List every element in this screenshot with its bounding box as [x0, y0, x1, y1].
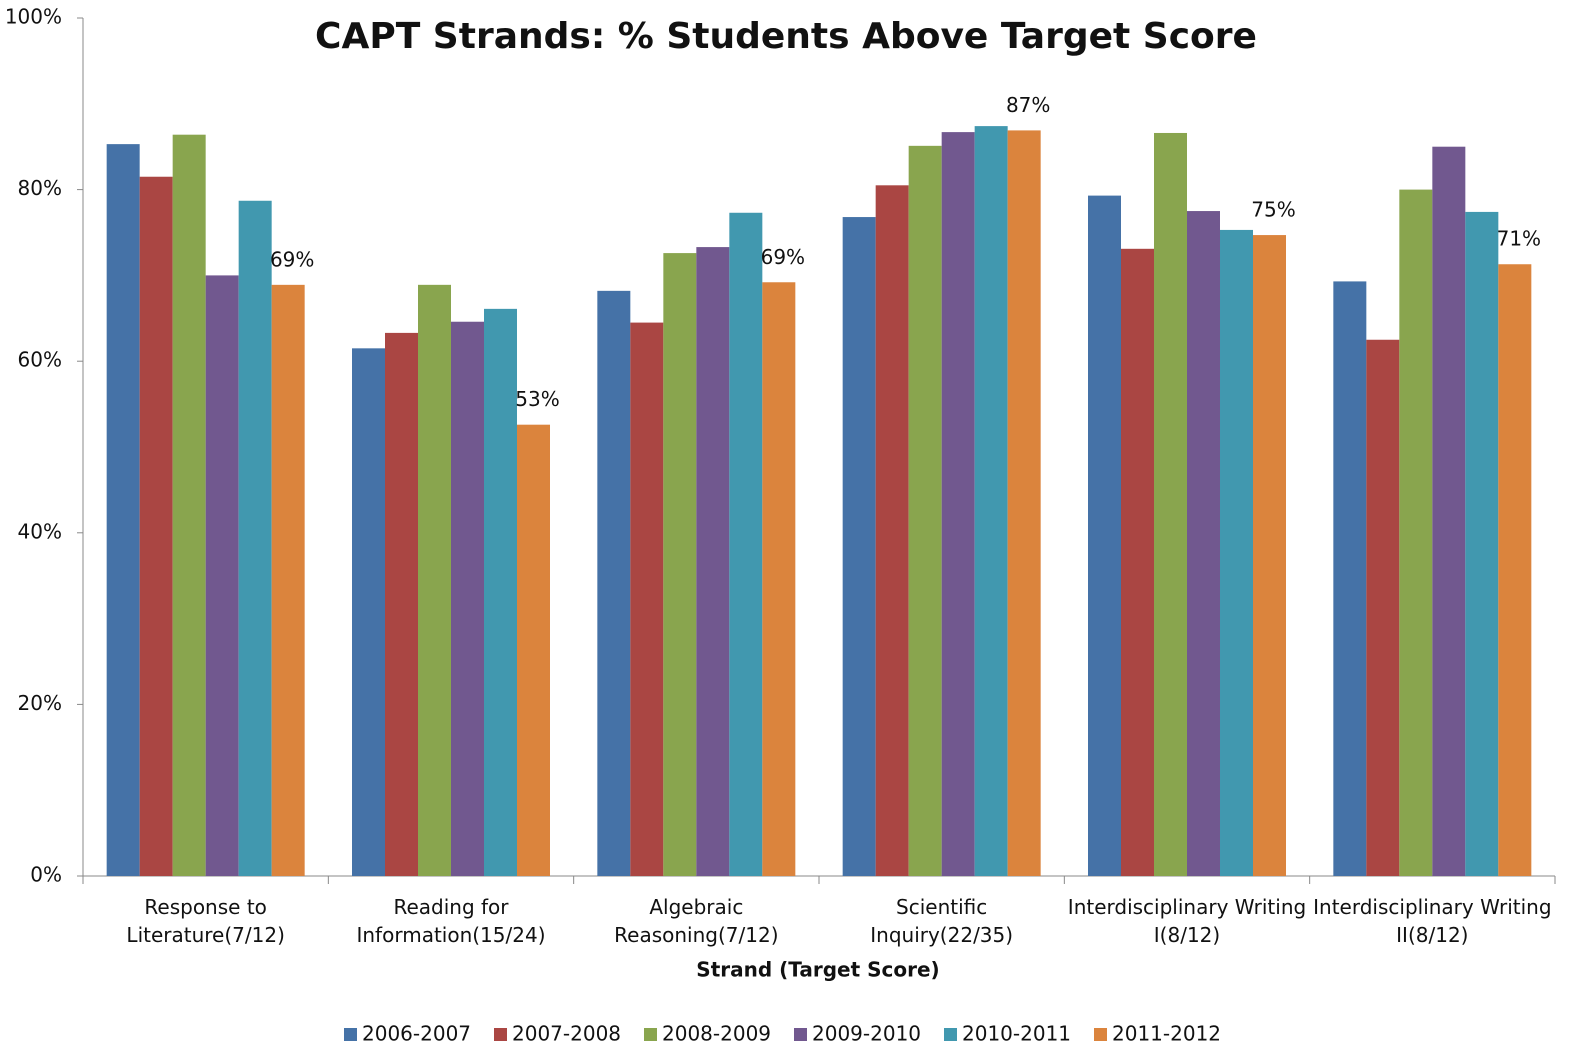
data-label: 71%: [1497, 227, 1541, 251]
legend-label: 2009-2010: [812, 1022, 921, 1046]
x-tick-label: Reading for Information(15/24): [356, 895, 546, 947]
bar: [205, 275, 239, 876]
bar: [1253, 235, 1286, 877]
data-label: 69%: [270, 247, 314, 271]
data-label: 53%: [515, 387, 559, 411]
legend-swatch: [794, 1028, 807, 1041]
bar: [1154, 132, 1187, 877]
legend-label: 2006-2007: [362, 1022, 471, 1046]
bar: [139, 176, 173, 877]
bar: [484, 308, 517, 876]
legend-swatch: [1094, 1028, 1107, 1041]
bar: [941, 132, 975, 876]
bar: [974, 126, 1008, 876]
legend-swatch: [344, 1028, 357, 1041]
x-tick-label: Scientific Inquiry(22/35): [870, 895, 1014, 947]
bar: [1333, 281, 1367, 876]
legend-swatch: [644, 1028, 657, 1041]
legend-label: 2007-2008: [512, 1022, 621, 1046]
bar: [517, 424, 550, 876]
bar: [1007, 130, 1041, 876]
data-label: 87%: [1006, 93, 1050, 117]
chart-title: CAPT Strands: % Students Above Target Sc…: [315, 16, 1257, 57]
bar: [1432, 146, 1466, 876]
bar: [385, 332, 418, 876]
y-tick-label: 60%: [18, 348, 62, 372]
bar: [696, 247, 730, 876]
legend-label: 2011-2012: [1112, 1022, 1221, 1046]
bar: [630, 322, 664, 877]
data-label: 75%: [1251, 198, 1295, 222]
bar: [908, 145, 942, 877]
bar: [451, 321, 484, 876]
bar: [1088, 195, 1121, 876]
x-tick-label: Interdisciplinary Writing II(8/12): [1313, 895, 1552, 947]
bar: [663, 253, 697, 877]
bar: [1366, 339, 1400, 876]
y-tick-label: 100%: [5, 5, 62, 29]
bar: [172, 134, 206, 877]
bar: [106, 144, 140, 877]
legend-label: 2008-2009: [662, 1022, 771, 1046]
y-tick-label: 80%: [18, 176, 62, 200]
legend-swatch: [944, 1028, 957, 1041]
bar: [1498, 264, 1532, 877]
bar: [875, 185, 909, 876]
bar: [238, 200, 272, 876]
bar: [1187, 211, 1220, 877]
bar: [1121, 248, 1154, 876]
x-tick-label: Algebraic Reasoning(7/12): [614, 895, 779, 947]
data-label: 69%: [761, 245, 805, 269]
bar: [352, 348, 385, 877]
bar: [418, 284, 451, 876]
bar: [729, 212, 763, 877]
y-tick-label: 0%: [30, 863, 62, 887]
bar: [842, 217, 876, 876]
x-tick-label: Interdisciplinary Writing I(8/12): [1067, 895, 1307, 947]
x-axis-label: Strand (Target Score): [696, 958, 939, 982]
bar: [597, 290, 631, 876]
bar: [762, 282, 796, 876]
bar: [1220, 229, 1253, 876]
x-tick-label: Response to Literature(7/12): [126, 895, 285, 947]
y-tick-label: 20%: [18, 691, 62, 715]
bar: [271, 284, 305, 876]
bar: [1399, 189, 1433, 877]
legend-swatch: [494, 1028, 507, 1041]
y-tick-label: 40%: [18, 519, 62, 543]
bar: [1465, 211, 1499, 876]
legend-label: 2010-2011: [962, 1022, 1071, 1046]
